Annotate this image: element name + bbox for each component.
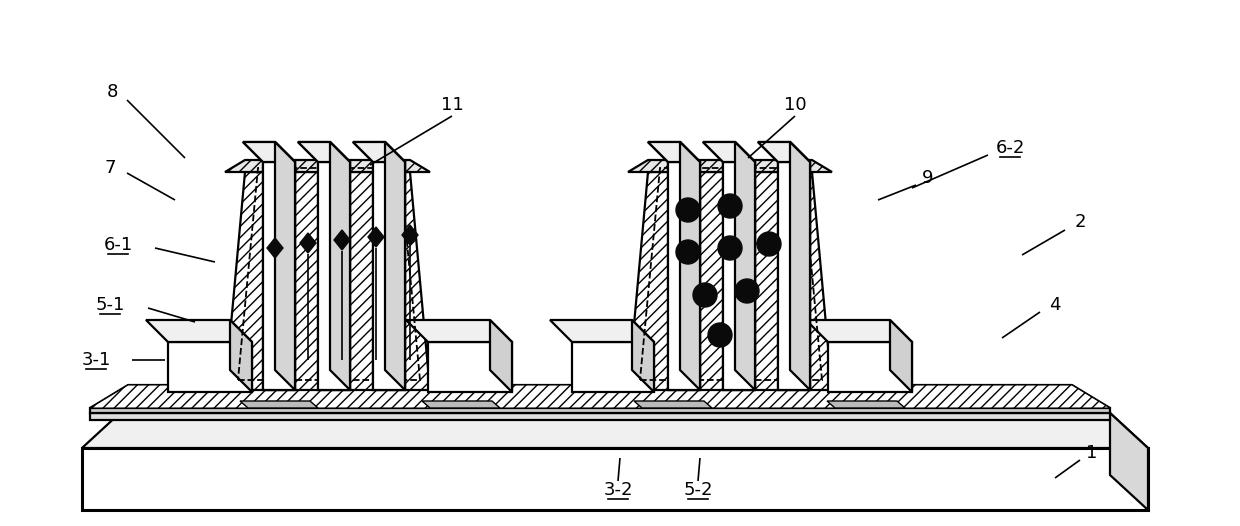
- Polygon shape: [275, 142, 295, 390]
- Polygon shape: [402, 225, 418, 245]
- Text: 7: 7: [104, 159, 115, 177]
- Text: 8: 8: [107, 83, 118, 101]
- Polygon shape: [680, 142, 701, 390]
- Text: 6-2: 6-2: [996, 139, 1024, 157]
- Polygon shape: [405, 320, 512, 342]
- Circle shape: [735, 279, 759, 303]
- Polygon shape: [627, 160, 832, 172]
- Polygon shape: [373, 162, 405, 390]
- Polygon shape: [703, 142, 755, 162]
- Polygon shape: [229, 320, 252, 392]
- Circle shape: [718, 194, 742, 218]
- Text: 3-1: 3-1: [82, 351, 110, 369]
- Polygon shape: [353, 142, 405, 162]
- Polygon shape: [551, 320, 653, 342]
- Text: 2: 2: [1074, 213, 1086, 231]
- Polygon shape: [680, 142, 701, 390]
- Text: 11: 11: [440, 96, 464, 114]
- Polygon shape: [668, 162, 701, 390]
- Circle shape: [718, 236, 742, 260]
- Polygon shape: [790, 142, 810, 390]
- Polygon shape: [490, 320, 512, 392]
- Polygon shape: [632, 320, 653, 392]
- Polygon shape: [777, 162, 810, 390]
- Polygon shape: [243, 142, 295, 162]
- Polygon shape: [82, 413, 1148, 448]
- Polygon shape: [243, 142, 295, 162]
- Polygon shape: [317, 162, 350, 390]
- Text: 5-1: 5-1: [95, 296, 125, 314]
- Polygon shape: [723, 162, 755, 390]
- Polygon shape: [146, 320, 252, 342]
- Polygon shape: [627, 172, 832, 390]
- Polygon shape: [735, 142, 755, 390]
- Text: 9: 9: [923, 169, 934, 187]
- Polygon shape: [1110, 413, 1148, 510]
- Circle shape: [676, 198, 701, 222]
- Text: 1: 1: [1086, 444, 1097, 462]
- Polygon shape: [384, 142, 405, 390]
- Polygon shape: [91, 390, 1110, 413]
- Polygon shape: [263, 162, 295, 390]
- Polygon shape: [91, 413, 1110, 420]
- Polygon shape: [668, 162, 701, 390]
- Polygon shape: [758, 142, 810, 162]
- Text: 10: 10: [784, 96, 806, 114]
- Polygon shape: [373, 162, 405, 390]
- Polygon shape: [723, 162, 755, 390]
- Polygon shape: [224, 160, 430, 172]
- Text: 3-2: 3-2: [603, 481, 632, 499]
- Polygon shape: [777, 162, 810, 390]
- Text: 6-1: 6-1: [103, 236, 133, 254]
- Polygon shape: [167, 342, 252, 392]
- Polygon shape: [735, 142, 755, 390]
- Polygon shape: [634, 401, 712, 408]
- Circle shape: [676, 240, 701, 264]
- Polygon shape: [267, 238, 283, 258]
- Polygon shape: [330, 142, 350, 390]
- Polygon shape: [317, 162, 350, 390]
- Polygon shape: [828, 342, 911, 392]
- Polygon shape: [275, 142, 295, 390]
- Text: 5-2: 5-2: [683, 481, 713, 499]
- Polygon shape: [422, 401, 500, 408]
- Polygon shape: [263, 162, 295, 390]
- Circle shape: [693, 283, 717, 307]
- Polygon shape: [758, 142, 810, 162]
- Polygon shape: [224, 172, 430, 390]
- Text: 4: 4: [1049, 296, 1060, 314]
- Polygon shape: [298, 142, 350, 162]
- Polygon shape: [790, 142, 810, 390]
- Circle shape: [756, 232, 781, 256]
- Polygon shape: [91, 385, 1110, 408]
- Polygon shape: [353, 142, 405, 162]
- Polygon shape: [384, 142, 405, 390]
- Polygon shape: [649, 142, 701, 162]
- Polygon shape: [300, 233, 316, 253]
- Circle shape: [708, 323, 732, 347]
- Polygon shape: [82, 448, 1148, 510]
- Polygon shape: [572, 342, 653, 392]
- Polygon shape: [330, 142, 350, 390]
- Polygon shape: [806, 320, 911, 342]
- Polygon shape: [428, 342, 512, 392]
- Polygon shape: [91, 408, 1110, 413]
- Polygon shape: [334, 230, 350, 250]
- Polygon shape: [298, 142, 350, 162]
- Polygon shape: [703, 142, 755, 162]
- Polygon shape: [368, 227, 384, 247]
- Polygon shape: [890, 320, 911, 392]
- Polygon shape: [91, 385, 1110, 408]
- Polygon shape: [241, 401, 317, 408]
- Polygon shape: [827, 401, 905, 408]
- Polygon shape: [649, 142, 701, 162]
